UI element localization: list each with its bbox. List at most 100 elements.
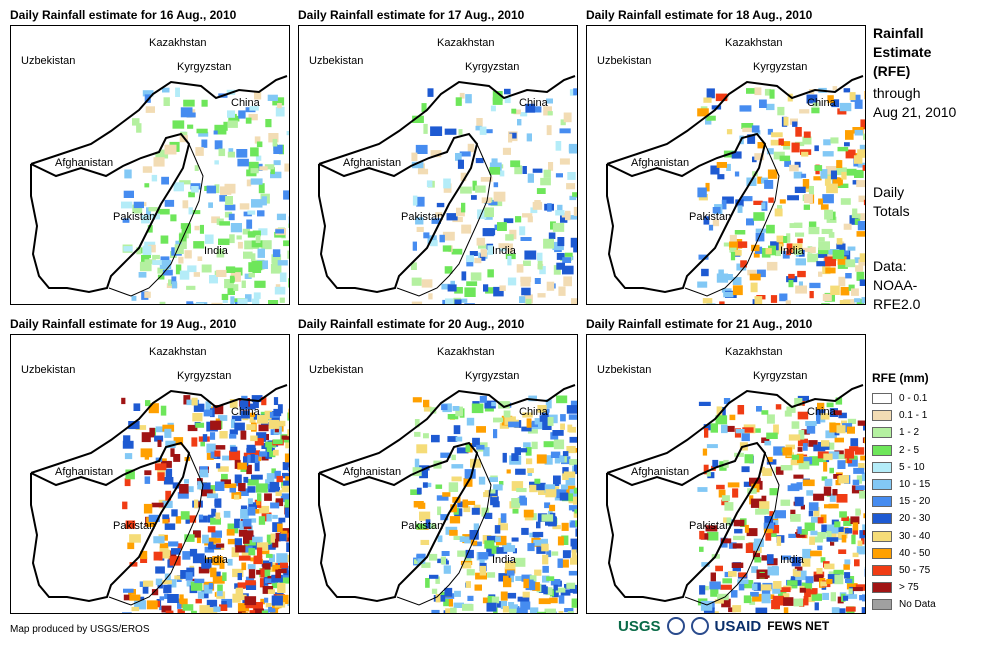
country-label-kazakhstan: Kazakhstan: [437, 346, 494, 358]
legend-swatch: [872, 461, 892, 473]
legend-item: > 75: [872, 579, 936, 596]
country-label-uzbekistan: Uzbekistan: [309, 55, 363, 67]
country-label-pakistan: Pakistan: [401, 211, 443, 223]
country-label-kyrgyzstan: Kyrgyzstan: [177, 370, 231, 382]
legend-swatch: [872, 496, 892, 508]
country-label-india: India: [780, 245, 805, 257]
legend-swatch: [872, 513, 892, 525]
legend-swatch: [872, 427, 892, 439]
rainfall-map: Kazakhstan Uzbekistan Kyrgyzstan China Afgha…: [586, 334, 866, 614]
country-label-kazakhstan: Kazakhstan: [149, 346, 206, 358]
legend-title: RFE (mm): [872, 371, 929, 385]
legend-item: 0 - 0.1: [872, 390, 936, 407]
country-label-pakistan: Pakistan: [401, 520, 443, 532]
legend-swatch: [872, 479, 892, 491]
rainfall-cells: [121, 87, 289, 304]
country-label-china: China: [231, 406, 261, 418]
country-label-uzbekistan: Uzbekistan: [309, 364, 363, 376]
pakistan-india-border: [108, 143, 204, 297]
country-label-china: China: [807, 406, 837, 418]
country-label-uzbekistan: Uzbekistan: [597, 364, 651, 376]
country-border: [318, 384, 576, 474]
panel-title: Daily Rainfall estimate for 18 Aug., 201…: [586, 8, 813, 22]
country-label-kyrgyzstan: Kyrgyzstan: [753, 61, 807, 73]
rainfall-cells: [410, 395, 577, 613]
legend-swatch: [872, 599, 892, 611]
country-label-kazakhstan: Kazakhstan: [725, 346, 782, 358]
afghanistan-pakistan-border: [30, 132, 191, 294]
side-through-date: through Aug 21, 2010: [873, 85, 957, 120]
legend-item: No Data: [872, 596, 936, 613]
side-data-source: Data: NOAA- RFE2.0: [873, 258, 921, 312]
map-canvas: Kazakhstan Uzbekistan Kyrgyzstan China Afgha…: [21, 37, 289, 304]
rainfall-cells: [411, 88, 577, 304]
country-label-china: China: [807, 97, 837, 109]
legend-label: 1 - 2: [899, 427, 920, 439]
country-label-afghanistan: Afghanistan: [55, 157, 113, 169]
legend-item: 0.1 - 1: [872, 407, 936, 424]
pakistan-india-border: [684, 143, 780, 297]
rainfall-cells: [697, 86, 865, 304]
legend-item: 15 - 20: [872, 493, 936, 510]
legend-label: 40 - 50: [899, 547, 931, 559]
legend-label: 50 - 75: [899, 564, 931, 576]
rfe-legend: RFE (mm) 0 - 0.1 0.1 - 1 1 - 2 2 - 5 5 - 10 1…: [872, 371, 936, 613]
legend-item: 1 - 2: [872, 424, 936, 441]
legend-label: No Data: [899, 599, 936, 611]
country-label-uzbekistan: Uzbekistan: [597, 55, 651, 67]
seal-logo-icon: [690, 617, 709, 635]
country-label-india: India: [492, 554, 517, 566]
map-canvas: Kazakhstan Uzbekistan Kyrgyzstan China Afgha…: [309, 346, 577, 613]
country-label-pakistan: Pakistan: [689, 211, 731, 223]
side-title: Rainfall Estimate (RFE): [873, 25, 932, 79]
pakistan-india-border: [396, 452, 492, 606]
afghanistan-pakistan-border: [318, 132, 479, 294]
legend-item: 40 - 50: [872, 545, 936, 562]
country-label-pakistan: Pakistan: [113, 211, 155, 223]
afghanistan-pakistan-border: [606, 132, 767, 294]
country-label-kazakhstan: Kazakhstan: [149, 37, 206, 49]
country-label-kazakhstan: Kazakhstan: [725, 37, 782, 49]
panel-title: Daily Rainfall estimate for 20 Aug., 201…: [298, 317, 525, 331]
legend-item: 5 - 10: [872, 459, 936, 476]
country-label-kyrgyzstan: Kyrgyzstan: [465, 370, 519, 382]
legend-swatch: [872, 564, 892, 576]
legend-swatch: [872, 393, 892, 405]
usaid-logo: USAID: [714, 617, 762, 635]
country-border: [318, 75, 576, 165]
legend-label: 30 - 40: [899, 530, 931, 542]
country-label-china: China: [231, 97, 261, 109]
map-canvas: Kazakhstan Uzbekistan Kyrgyzstan China Afgha…: [597, 346, 865, 613]
afghanistan-pakistan-border: [606, 441, 767, 603]
country-label-afghanistan: Afghanistan: [343, 157, 401, 169]
map-canvas: Kazakhstan Uzbekistan Kyrgyzstan China Afgha…: [597, 37, 865, 304]
legend-item: 10 - 15: [872, 476, 936, 493]
country-label-kyrgyzstan: Kyrgyzstan: [177, 61, 231, 73]
country-label-kyrgyzstan: Kyrgyzstan: [753, 370, 807, 382]
side-daily-totals: Daily Totals: [873, 184, 910, 219]
country-label-india: India: [204, 554, 229, 566]
legend-label: 0 - 0.1: [899, 393, 928, 405]
legend-label: > 75: [899, 582, 919, 594]
country-border: [606, 75, 864, 165]
panel-title: Daily Rainfall estimate for 19 Aug., 201…: [10, 317, 237, 331]
logo-strip: USGS USAID FEWS NET: [618, 617, 829, 635]
legend-swatch: [872, 582, 892, 594]
country-label-kazakhstan: Kazakhstan: [437, 37, 494, 49]
map-credit: Map produced by USGS/EROS: [10, 624, 150, 635]
country-label-pakistan: Pakistan: [689, 520, 731, 532]
country-label-china: China: [519, 97, 549, 109]
legend-item: 50 - 75: [872, 562, 936, 579]
fews-net-logo: FEWS NET: [767, 619, 830, 633]
rainfall-map: Kazakhstan Uzbekistan Kyrgyzstan China Afgha…: [10, 334, 290, 614]
legend-label: 10 - 15: [899, 479, 931, 491]
pakistan-india-border: [108, 452, 204, 606]
pakistan-india-border: [396, 143, 492, 297]
country-label-afghanistan: Afghanistan: [343, 466, 401, 478]
legend-item: 20 - 30: [872, 510, 936, 527]
legend-swatch: [872, 410, 892, 422]
country-label-india: India: [204, 245, 229, 257]
legend-label: 0.1 - 1: [899, 410, 928, 422]
legend-label: 15 - 20: [899, 496, 931, 508]
country-label-pakistan: Pakistan: [113, 520, 155, 532]
